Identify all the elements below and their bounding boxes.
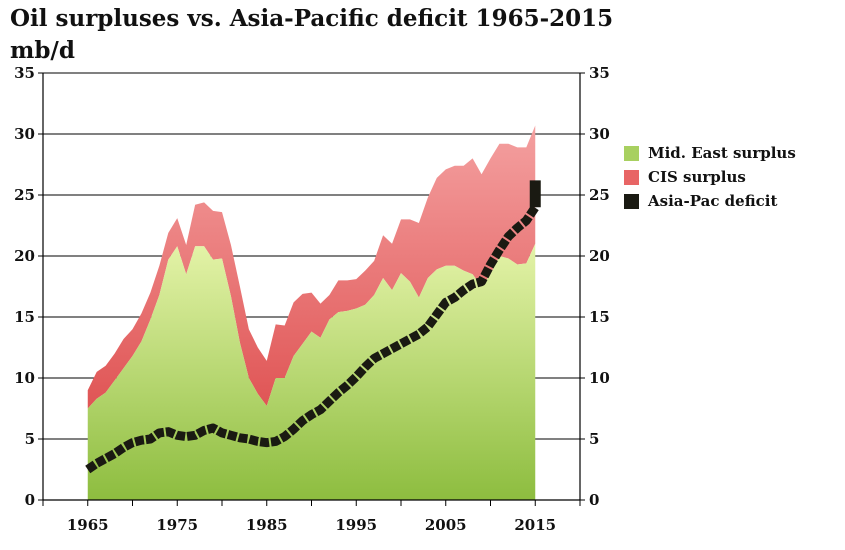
chart-title: Oil surpluses vs. Asia-Pacific deficit 1… <box>10 5 614 32</box>
y-tick-label-right: 0 <box>589 491 599 509</box>
x-tick-label: 1975 <box>156 516 198 534</box>
unit-label: mb/d <box>10 37 75 64</box>
y-tick-label-left: 10 <box>14 369 35 387</box>
y-tick-label-left: 0 <box>25 491 35 509</box>
y-tick-label-left: 30 <box>14 125 35 143</box>
y-tick-label-right: 30 <box>589 125 610 143</box>
y-tick-label-right: 5 <box>589 430 599 448</box>
y-axis-left-ticks: 0 5 10 15 20 25 30 35 <box>14 64 43 509</box>
y-tick-label-right: 15 <box>589 308 610 326</box>
x-tick-label: 1985 <box>246 516 288 534</box>
y-tick-label-left: 25 <box>14 186 35 204</box>
series-line-asia-pac-deficit <box>85 204 539 474</box>
legend: Mid. East surplus CIS surplus Asia-Pac d… <box>624 141 796 213</box>
y-tick-label-left: 35 <box>14 64 35 82</box>
y-tick-label-right: 35 <box>589 64 610 82</box>
y-tick-label-left: 5 <box>25 430 35 448</box>
x-tick-label: 1965 <box>67 516 109 534</box>
series-area-cis-surplus <box>87 125 536 501</box>
x-tick-label: 2015 <box>514 516 556 534</box>
y-tick-label-left: 20 <box>14 247 35 265</box>
legend-item-mideast: Mid. East surplus <box>624 141 796 165</box>
x-tick-label: 2005 <box>425 516 467 534</box>
legend-item-cis: CIS surplus <box>624 165 796 189</box>
y-tick-label-right: 10 <box>589 369 610 387</box>
legend-swatch-cis <box>624 169 639 185</box>
legend-label-cis: CIS surplus <box>648 168 746 186</box>
y-tick-label-right: 20 <box>589 247 610 265</box>
y-axis-right-ticks: 0 5 10 15 20 25 30 35 <box>580 64 610 509</box>
x-tick-label: 1995 <box>335 516 377 534</box>
series-areas <box>87 125 536 501</box>
legend-swatch-asia <box>624 193 639 209</box>
series-lines <box>85 180 541 474</box>
legend-label-mideast: Mid. East surplus <box>648 144 796 162</box>
legend-swatch-mideast <box>624 145 639 161</box>
y-tick-label-right: 25 <box>589 186 610 204</box>
y-tick-label-left: 15 <box>14 308 35 326</box>
legend-item-asia: Asia-Pac deficit <box>624 189 796 213</box>
x-axis-ticks: 1965 1975 1985 1995 2005 2015 <box>42 500 581 534</box>
legend-label-asia: Asia-Pac deficit <box>648 192 778 210</box>
